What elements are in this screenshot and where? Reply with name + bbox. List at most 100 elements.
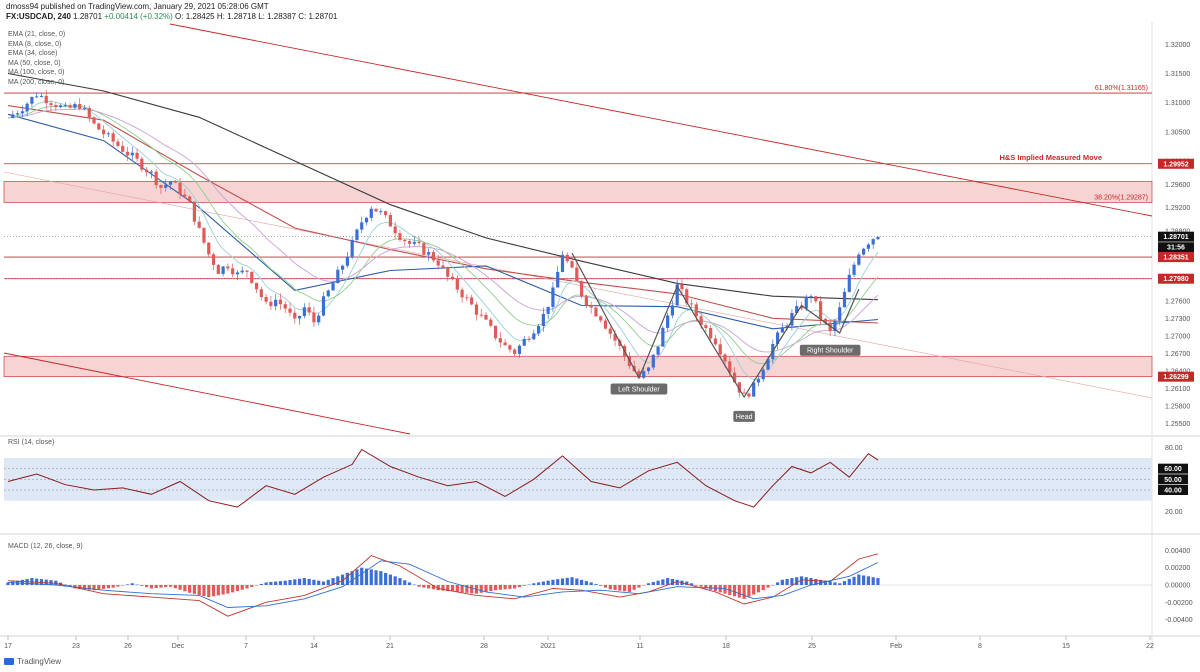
macd-bar <box>508 585 512 589</box>
macd-title[interactable]: MACD (12, 26, close, 9) <box>8 543 83 550</box>
macd-bar <box>364 568 369 585</box>
candle-body <box>551 287 555 307</box>
candle-body <box>293 312 297 319</box>
macd-bar <box>847 578 851 585</box>
candle-body <box>102 129 106 135</box>
macd-bar <box>417 585 421 587</box>
macd-bar <box>384 572 388 585</box>
candle-body <box>82 108 87 110</box>
legend-item[interactable]: MA (100, close, 0) <box>8 69 65 76</box>
price-tick: 1.26100 <box>1165 386 1190 393</box>
macd-bar <box>670 578 675 585</box>
candle-body <box>63 105 67 107</box>
macd-line <box>7 553 879 617</box>
macd-bar <box>838 583 842 585</box>
macd-bar <box>871 577 875 585</box>
candle-body <box>264 297 268 302</box>
pattern-label-bg <box>733 410 755 422</box>
axes: 1.320001.315001.310001.305001.300001.296… <box>4 42 1194 650</box>
macd-bar <box>341 574 345 585</box>
candle-body <box>747 393 751 397</box>
candle-body <box>307 307 311 313</box>
candle-body <box>92 117 96 124</box>
macd-bar <box>135 584 139 586</box>
candle-body <box>297 315 302 319</box>
price-label: 1.28701 <box>1163 234 1188 241</box>
macd-bar <box>145 585 149 588</box>
candle-body <box>503 342 507 346</box>
candle-body <box>369 208 373 218</box>
price-tick: 1.31500 <box>1165 71 1190 78</box>
macd-bar <box>336 576 340 585</box>
macd-bar <box>479 585 483 593</box>
macd-bar <box>551 579 555 585</box>
candle-body <box>589 304 593 308</box>
price-tick: 1.25800 <box>1165 403 1190 410</box>
candle-body <box>221 266 225 274</box>
rsi-title[interactable]: RSI (14, close) <box>8 439 55 446</box>
macd-bar <box>675 579 679 585</box>
candle-body <box>436 260 440 266</box>
x-tick-label: 21 <box>386 643 394 650</box>
macd-bar <box>78 585 82 589</box>
macd-bar <box>862 575 866 585</box>
rsi-level-label: 60.00 <box>1164 466 1182 473</box>
candle-body <box>355 229 359 240</box>
macd-bar <box>642 585 646 586</box>
candle-body <box>360 222 364 230</box>
support-resistance-zones <box>3 92 1153 377</box>
descending-trendline <box>169 23 1153 217</box>
legend-item[interactable]: EMA (21, close, 0) <box>8 31 66 38</box>
candle-body <box>862 248 866 255</box>
macd-bar <box>742 585 746 599</box>
candle-body <box>565 254 569 262</box>
macd-bar <box>780 579 784 585</box>
macd-bar <box>446 585 450 592</box>
macd-bar <box>594 584 598 585</box>
candle-body <box>737 382 741 393</box>
candle-body <box>336 269 340 284</box>
price-label-bg <box>1158 252 1194 263</box>
candle-body <box>87 108 91 118</box>
macd-bar <box>102 585 106 589</box>
macd-bar <box>580 579 584 585</box>
candle-body <box>876 236 880 240</box>
candle-body <box>178 182 182 195</box>
legend-item[interactable]: MA (50, close, 0) <box>8 59 61 67</box>
macd-bar <box>317 580 321 585</box>
candle-body <box>422 243 426 255</box>
legend-item[interactable]: MA (200, close, 0) <box>8 78 65 86</box>
price-tick: 1.27600 <box>1165 298 1190 305</box>
candle-body <box>97 123 101 130</box>
macd-bar <box>632 585 636 590</box>
legend-item[interactable]: EMA (34, close) <box>8 50 58 57</box>
legend-item[interactable]: EMA (8, close, 0) <box>8 40 62 48</box>
indicator-legend: EMA (21, close, 0) EMA (8, close, 0) EMA… <box>8 30 65 87</box>
macd-bar <box>771 585 775 586</box>
macd-bar <box>39 579 44 585</box>
candle-body <box>718 344 722 355</box>
candle-body <box>446 267 450 277</box>
candle-body <box>431 252 436 261</box>
macd-bar <box>121 585 125 586</box>
macd-bar <box>737 585 741 598</box>
macd-bar <box>603 585 608 588</box>
x-tick-label: 22 <box>1146 643 1154 650</box>
candle-body <box>852 264 856 275</box>
candle-body <box>207 242 211 255</box>
macd-bar <box>164 585 168 588</box>
grid <box>0 22 1200 650</box>
candle-body <box>202 227 206 243</box>
macd-tick: -0.00400 <box>1165 617 1193 624</box>
macd-bar <box>125 584 130 585</box>
price-change: +0.00414 (+0.32%) <box>104 12 173 21</box>
candle-body <box>226 266 230 269</box>
price-label-bg <box>1158 231 1194 242</box>
x-tick-label: 18 <box>722 643 730 650</box>
ema-line <box>7 108 879 353</box>
macd-bar <box>412 584 416 586</box>
x-tick-label: 7 <box>244 643 248 650</box>
macd-bar <box>689 583 694 585</box>
candle-body <box>341 265 345 270</box>
